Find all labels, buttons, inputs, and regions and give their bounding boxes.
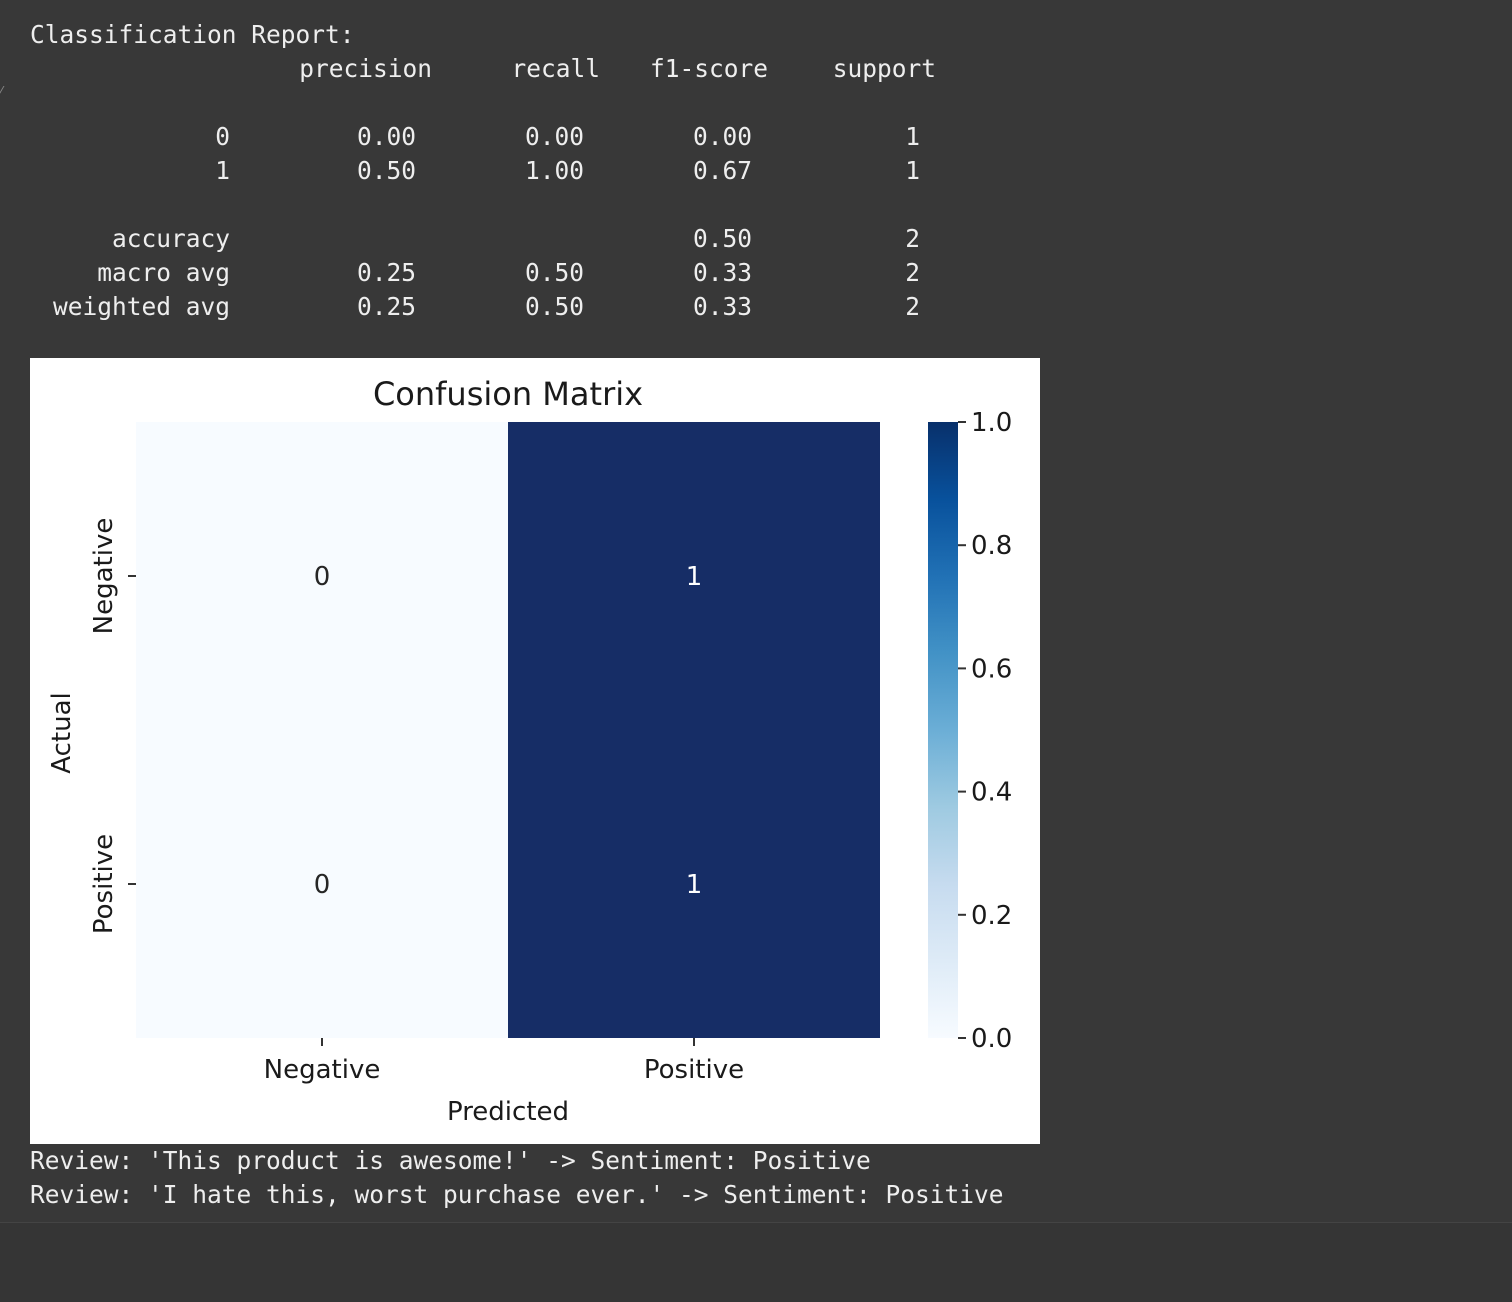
colorbar-tick-label: 0.2 bbox=[971, 901, 1012, 931]
cell-value-label: 0 bbox=[314, 870, 331, 900]
prediction-line: Review: 'This product is awesome!' -> Se… bbox=[30, 1146, 871, 1175]
row-recall: 1.00 bbox=[524, 156, 584, 185]
prediction-line: Review: 'I hate this, worst purchase eve… bbox=[30, 1180, 1004, 1209]
y-tick-label: Positive bbox=[89, 834, 119, 934]
output-cell: Classification Report: precision recall … bbox=[0, 20, 1512, 1223]
cell-value-label: 1 bbox=[686, 870, 703, 900]
empty-area bbox=[0, 1223, 1512, 1302]
confusion-matrix-chart: Confusion Matrix 0 1 0 1 Negative Positive Ne… bbox=[47, 375, 1012, 1127]
row-f1: 0.50 bbox=[692, 224, 752, 253]
x-axis-label: Predicted bbox=[447, 1097, 569, 1127]
cell-edge-marker bbox=[0, 86, 10, 98]
row-support: 2 bbox=[905, 224, 920, 253]
row-precision: 0.25 bbox=[356, 258, 416, 287]
header-recall: recall bbox=[511, 54, 600, 83]
colorbar-tick-label: 0.8 bbox=[971, 531, 1012, 561]
row-f1: 0.33 bbox=[692, 292, 752, 321]
row-recall: 0.00 bbox=[524, 122, 584, 151]
row-recall: 0.50 bbox=[524, 258, 584, 287]
row-recall: 0.50 bbox=[524, 292, 584, 321]
heatmap-cell bbox=[136, 422, 508, 730]
colorbar-tick-label: 0.6 bbox=[971, 654, 1012, 684]
row-label: weighted avg bbox=[52, 292, 230, 321]
row-f1: 0.33 bbox=[692, 258, 752, 287]
cell-value-label: 1 bbox=[686, 562, 703, 592]
row-f1: 0.00 bbox=[692, 122, 752, 151]
row-support: 1 bbox=[905, 122, 920, 151]
header-f1-score: f1-score bbox=[649, 54, 768, 83]
colorbar bbox=[928, 422, 958, 1038]
row-support: 1 bbox=[905, 156, 920, 185]
row-f1: 0.67 bbox=[692, 156, 752, 185]
x-tick-label: Positive bbox=[644, 1055, 744, 1085]
header-precision: precision bbox=[299, 54, 432, 83]
confusion-matrix-figure: Confusion Matrix 0 1 0 1 Negative Positive Ne… bbox=[30, 358, 1040, 1144]
heatmap-cell bbox=[508, 422, 880, 730]
row-recall bbox=[434, 222, 584, 256]
row-precision: 0.25 bbox=[356, 292, 416, 321]
heatmap-cell bbox=[508, 730, 880, 1038]
row-support: 2 bbox=[905, 258, 920, 287]
row-precision bbox=[266, 222, 416, 256]
y-tick-label: Negative bbox=[89, 518, 119, 635]
colorbar-tick-label: 1.0 bbox=[971, 408, 1012, 438]
report-title: Classification Report: bbox=[30, 20, 355, 49]
header-support: support bbox=[832, 54, 936, 83]
row-support: 2 bbox=[905, 292, 920, 321]
row-label: macro avg bbox=[97, 258, 230, 287]
row-label: 0 bbox=[215, 122, 230, 151]
row-precision: 0.50 bbox=[356, 156, 416, 185]
row-precision: 0.00 bbox=[356, 122, 416, 151]
x-tick-label: Negative bbox=[264, 1055, 381, 1085]
row-label: 1 bbox=[215, 156, 230, 185]
colorbar-tick-label: 0.4 bbox=[971, 778, 1012, 808]
colorbar-tick-label: 0.0 bbox=[971, 1024, 1012, 1054]
heatmap-cell bbox=[136, 730, 508, 1038]
y-axis-label: Actual bbox=[47, 692, 77, 773]
cell-value-label: 0 bbox=[314, 562, 331, 592]
row-label: accuracy bbox=[111, 224, 230, 253]
chart-title: Confusion Matrix bbox=[373, 375, 643, 413]
